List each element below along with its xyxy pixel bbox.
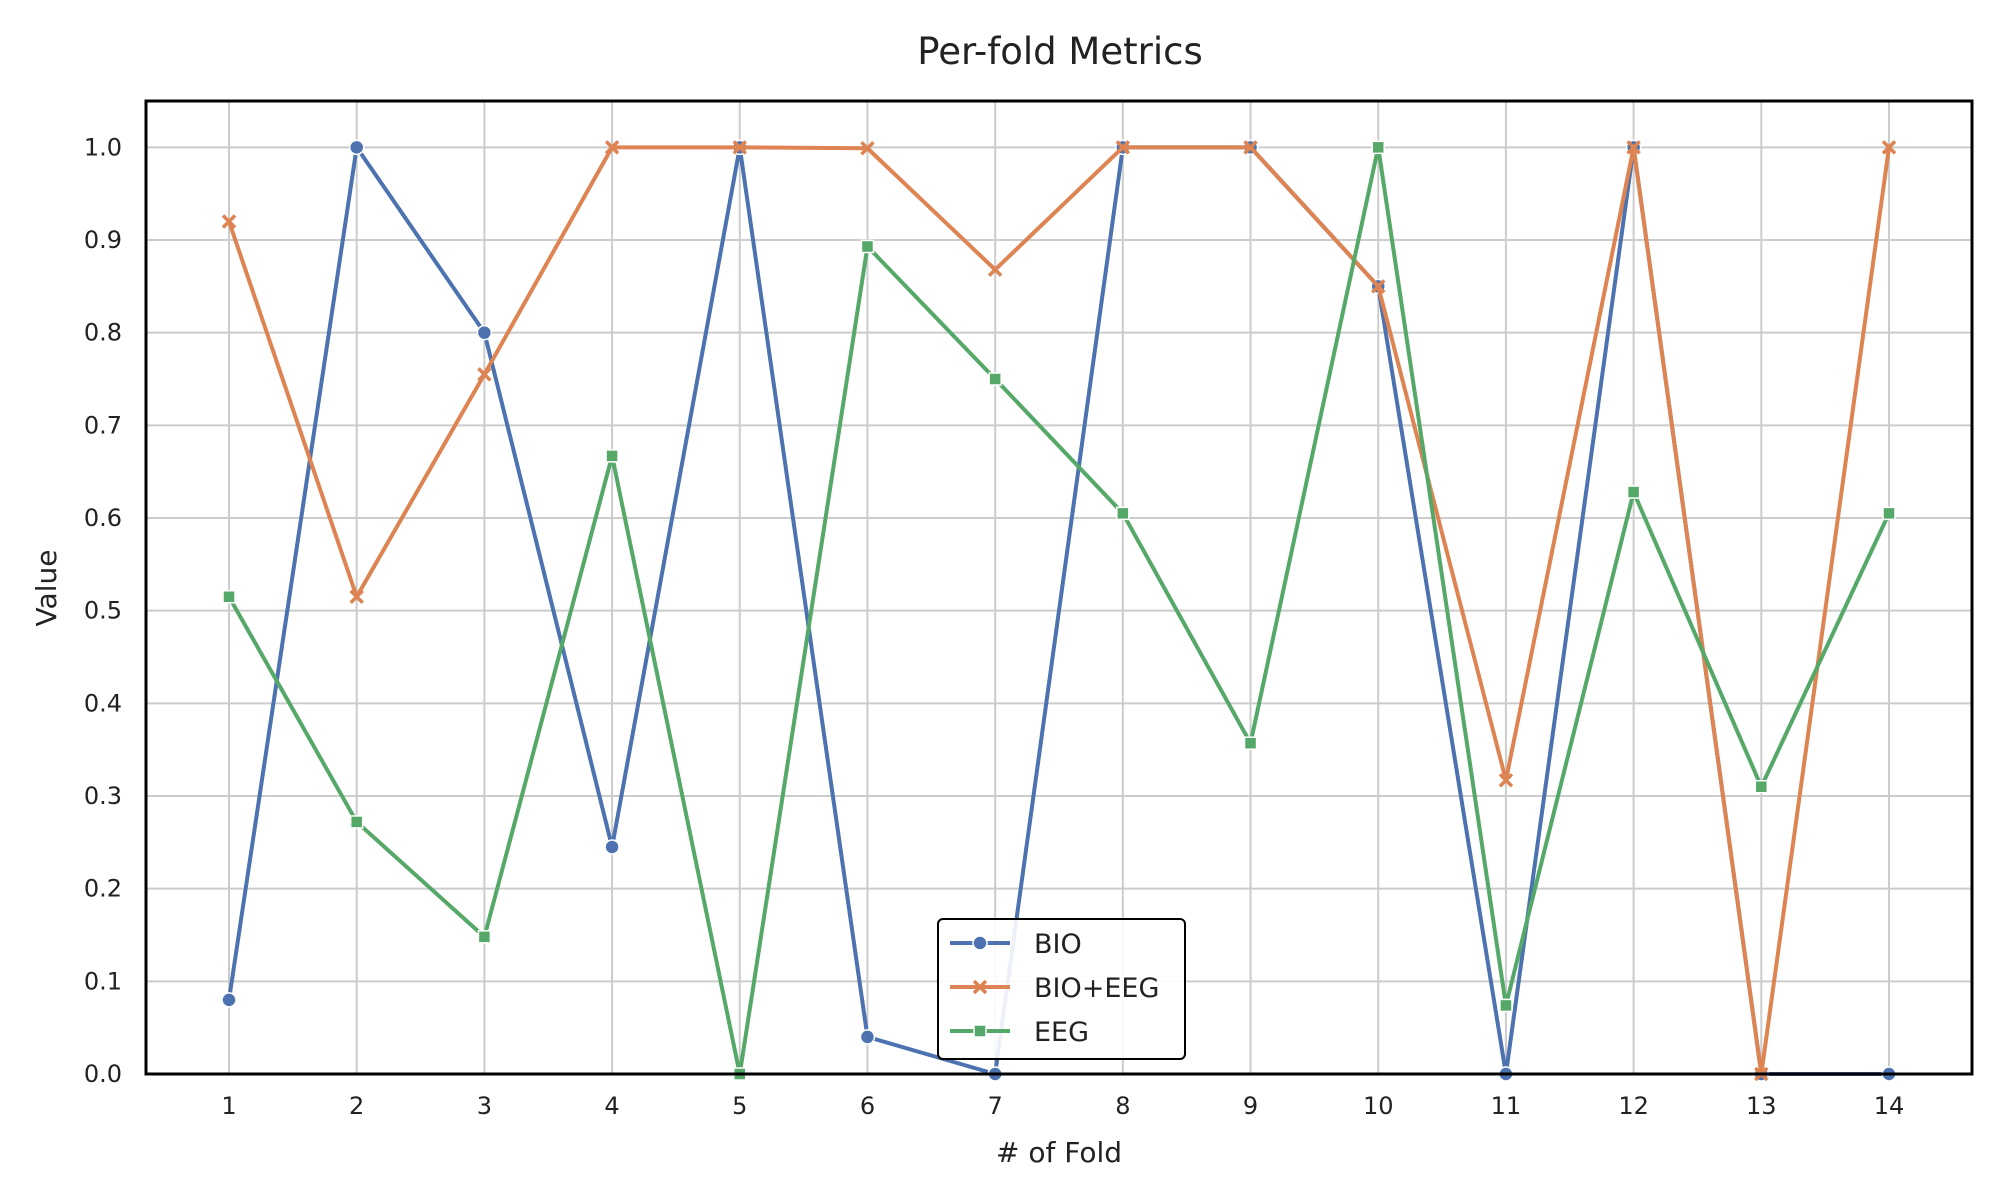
legend-marker xyxy=(972,935,988,951)
marker-stroke xyxy=(604,140,620,155)
marker-stroke xyxy=(732,140,748,155)
series-line-eeg xyxy=(227,145,1891,1076)
data-point-eeg xyxy=(860,239,875,254)
data-point-bio-eeg xyxy=(1243,140,1258,155)
data-point-bio-eeg xyxy=(604,140,620,155)
x-tick-label: 2 xyxy=(349,1092,364,1120)
data-point-bio-eeg xyxy=(987,262,1003,277)
marker-stroke xyxy=(221,214,237,229)
y-tick-label: 0.1 xyxy=(84,967,122,995)
data-point-eeg xyxy=(1243,736,1258,750)
tick-layer: 1 2 3 4 5 6 7 8 9 10 11 12 13 140.00.10.20.30.40.50.6… xyxy=(84,133,1904,1120)
data-point-bio-eeg xyxy=(1881,140,1897,155)
data-point-bio-eeg xyxy=(860,141,875,156)
marker-stroke xyxy=(1498,773,1514,788)
x-tick-label: 4 xyxy=(604,1092,619,1120)
legend-item-eeg: EEG xyxy=(950,1017,1089,1048)
legend-label: EEG xyxy=(1034,1017,1089,1048)
x-tick-label: 12 xyxy=(1618,1092,1649,1120)
x-tick-label: 14 xyxy=(1874,1092,1905,1120)
y-tick-label: 0.7 xyxy=(84,411,122,439)
marker-stroke xyxy=(1626,140,1641,155)
x-tick-label: 5 xyxy=(732,1092,747,1120)
data-point-bio xyxy=(348,139,365,156)
data-point-eeg xyxy=(1882,506,1896,521)
marker-stroke xyxy=(860,141,875,156)
data-point-eeg xyxy=(1626,485,1641,499)
data-point-bio xyxy=(476,324,493,341)
data-point-bio xyxy=(604,839,620,855)
x-tick-label: 10 xyxy=(1363,1092,1394,1120)
y-tick-label: 0.3 xyxy=(84,782,122,810)
series-bio-eeg xyxy=(221,140,1897,1082)
x-axis-label: # of Fold xyxy=(996,1136,1122,1169)
y-tick-label: 0.0 xyxy=(84,1060,122,1088)
data-point-bio xyxy=(221,992,237,1008)
legend-marker xyxy=(973,1024,987,1038)
x-tick-label: 9 xyxy=(1243,1092,1258,1120)
data-point-eeg xyxy=(1371,140,1385,155)
data-point-bio-eeg xyxy=(1115,140,1131,155)
x-tick-label: 8 xyxy=(1115,1092,1130,1120)
marker-stroke xyxy=(1370,279,1386,294)
marker-stroke xyxy=(1115,140,1131,155)
x-tick-label: 13 xyxy=(1746,1092,1777,1120)
x-tick-label: 7 xyxy=(988,1092,1003,1120)
series-line-bio xyxy=(227,145,1891,1076)
data-point-eeg xyxy=(1499,998,1513,1013)
x-tick-label: 6 xyxy=(860,1092,875,1120)
data-point-bio-eeg xyxy=(1626,140,1641,155)
y-axis-label: Value xyxy=(30,550,63,627)
x-tick-label: 3 xyxy=(477,1092,492,1120)
y-tick-label: 0.2 xyxy=(84,875,122,903)
data-point-bio-eeg xyxy=(732,140,748,155)
data-point-eeg xyxy=(222,590,236,604)
data-point-bio-eeg xyxy=(1498,773,1514,788)
legend-label: BIO xyxy=(1034,929,1082,960)
legend-label: BIO+EEG xyxy=(1034,973,1159,1004)
y-tick-label: 0.4 xyxy=(84,689,122,717)
data-point-eeg xyxy=(988,372,1002,386)
marker-stroke xyxy=(1881,140,1897,155)
data-point-eeg xyxy=(477,930,492,944)
data-point-eeg xyxy=(1116,506,1130,521)
marker-stroke xyxy=(1243,140,1258,155)
data-point-bio-eeg xyxy=(1370,279,1386,294)
series-layer xyxy=(221,139,1897,1082)
data-point-bio-eeg xyxy=(349,589,364,605)
marker-stroke xyxy=(477,367,492,382)
legend-marker xyxy=(972,979,988,995)
plot-frame xyxy=(144,99,1974,1076)
legend-box xyxy=(937,918,1186,1060)
y-tick-label: 0.9 xyxy=(84,226,122,254)
data-point-bio xyxy=(859,1029,876,1045)
chart-title: Per-fold Metrics xyxy=(917,30,1202,73)
y-tick-label: 0.6 xyxy=(84,504,122,532)
y-tick-label: 0.5 xyxy=(84,597,122,625)
legend-item-bio-eeg: BIO+EEG xyxy=(950,973,1159,1004)
data-point-eeg xyxy=(349,815,364,829)
data-point-bio-eeg xyxy=(221,214,237,229)
legend-item-bio: BIO xyxy=(950,929,1082,960)
data-point-eeg xyxy=(1754,779,1769,794)
marker-stroke xyxy=(972,979,988,995)
series-line-bio-eeg xyxy=(227,145,1891,1076)
data-point-bio-eeg xyxy=(477,367,492,382)
y-tick-label: 0.8 xyxy=(84,319,122,347)
series-eeg xyxy=(222,140,1896,1081)
data-point-eeg xyxy=(605,449,619,463)
x-tick-label: 11 xyxy=(1491,1092,1522,1120)
marker-stroke xyxy=(987,262,1003,277)
y-tick-label: 1.0 xyxy=(84,133,122,161)
x-tick-label: 1 xyxy=(221,1092,236,1120)
marker-stroke xyxy=(349,589,364,605)
legend: BIO BIO+EEG EEG xyxy=(937,918,1186,1060)
